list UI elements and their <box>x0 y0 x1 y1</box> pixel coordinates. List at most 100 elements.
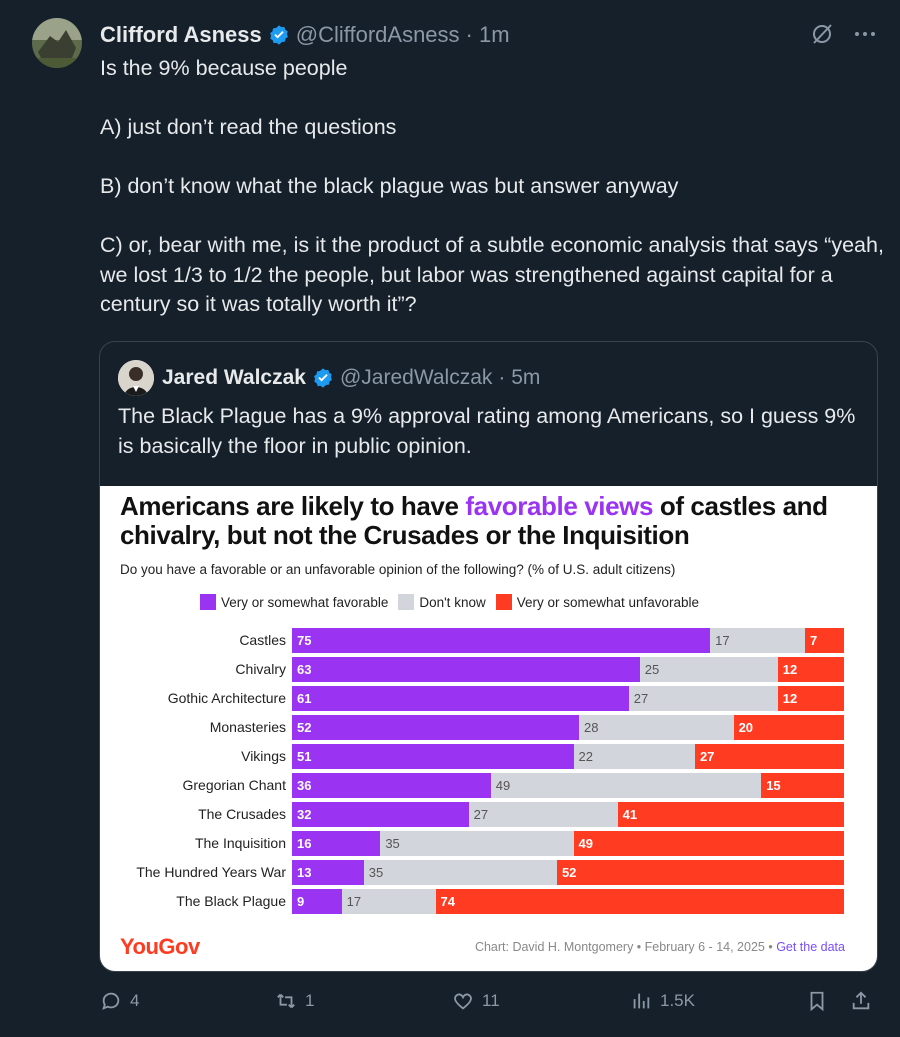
legend-label: Don't know <box>419 594 486 610</box>
data-label: 27 <box>473 807 489 822</box>
bar-segment-fav: 13 <box>292 860 364 885</box>
author-avatar[interactable] <box>32 18 82 68</box>
tweet-time[interactable]: · 1m <box>465 22 510 47</box>
data-label: 61 <box>297 691 312 706</box>
stacked-bar: 32 27 41 <box>292 802 844 827</box>
data-label: 75 <box>297 633 312 648</box>
legend-label: Very or somewhat favorable <box>221 594 389 610</box>
legend-label: Very or somewhat unfavorable <box>516 594 700 610</box>
bar-segment-dk: 28 <box>579 715 734 740</box>
tweet-actions: 4 1 11 1.5K <box>100 990 880 1020</box>
data-label: 27 <box>699 749 715 764</box>
bar-segment-dk: 35 <box>380 831 574 856</box>
bar-segment-dk: 25 <box>639 657 778 682</box>
chart-row: Gregorian Chant 36 49 15 <box>100 773 877 798</box>
data-label: 20 <box>738 720 754 735</box>
quoted-author-name: Jared Walczak <box>162 366 306 389</box>
bookmark-icon <box>810 991 824 1012</box>
chart-title-part: of castles and chivalry, but not the Cru… <box>120 491 828 550</box>
stacked-bar: 61 27 12 <box>292 686 844 711</box>
category-label: The Black Plague <box>176 893 286 909</box>
bar-segment-fav: 32 <box>292 802 469 827</box>
data-label: 51 <box>297 749 312 764</box>
stacked-bar: 63 25 12 <box>292 657 844 682</box>
data-label: 13 <box>297 865 312 880</box>
quoted-tweet-text: The Black Plague has a 9% approval ratin… <box>118 404 856 458</box>
stacked-bar: 13 35 52 <box>292 860 844 885</box>
category-label: The Crusades <box>198 806 286 822</box>
chart-title: Americans are likely to have favorable v… <box>120 492 860 550</box>
tweet-line: B) don’t know what the black plague was … <box>100 174 679 198</box>
chart-row: Monasteries 52 28 20 <box>100 715 877 740</box>
tweet-text: Is the 9% because people A) just don’t r… <box>100 54 890 320</box>
bar-segment-unf: 12 <box>777 686 844 711</box>
tweet-line: C) or, bear with me, is it the product o… <box>100 233 884 316</box>
chart-legend: Very or somewhat favorable Don't know Very… <box>200 594 709 610</box>
category-label: The Inquisition <box>194 835 286 851</box>
data-label: 12 <box>782 691 798 706</box>
repost-button[interactable]: 1 <box>275 990 314 1012</box>
category-label: Castles <box>239 632 286 648</box>
stacked-bar: 36 49 15 <box>292 773 844 798</box>
quoted-tweet-header: Jared Walczak @JaredWalczak · 5m <box>118 360 541 396</box>
legend-item: Very or somewhat unfavorable <box>495 594 700 610</box>
bar-segment-dk: 17 <box>341 889 436 914</box>
legend-item: Very or somewhat favorable <box>200 594 388 610</box>
get-the-data-link[interactable]: Get the data <box>776 940 845 954</box>
tweet-top-actions <box>810 22 876 51</box>
bar-segment-unf: 41 <box>617 802 844 827</box>
bar-segment-dk: 17 <box>710 628 805 653</box>
data-label: 15 <box>766 778 781 793</box>
share-button[interactable] <box>850 990 872 1012</box>
more-options-icon[interactable] <box>854 23 876 50</box>
bar-segment-unf: 7 <box>804 628 844 653</box>
bar-segment-unf: 74 <box>435 889 844 914</box>
stacked-bar: 75 17 7 <box>292 628 844 653</box>
category-label: The Hundred Years War <box>136 864 286 880</box>
category-label: Gothic Architecture <box>167 690 286 706</box>
chart-row: The Black Plague 9 17 74 <box>100 889 877 914</box>
chart-credit: Chart: David H. Montgomery • February 6 … <box>475 940 845 954</box>
author-handle[interactable]: @CliffordAsness <box>295 22 460 47</box>
heart-icon <box>454 993 472 1010</box>
data-label: 41 <box>622 807 638 822</box>
share-icon <box>852 991 870 1010</box>
stacked-bar: 16 35 49 <box>292 831 844 856</box>
category-label: Vikings <box>241 748 286 764</box>
data-label: 17 <box>715 633 730 648</box>
data-label: 9 <box>297 894 305 909</box>
legend-swatch <box>200 594 216 610</box>
bar-segment-unf: 12 <box>777 657 844 682</box>
bookmark-button[interactable] <box>806 990 828 1012</box>
category-label: Chivalry <box>235 661 286 677</box>
views-button[interactable]: 1.5K <box>630 990 695 1012</box>
bar-segment-fav: 9 <box>292 889 342 914</box>
bar-segment-dk: 49 <box>490 773 762 798</box>
chart-row: Vikings 51 22 27 <box>100 744 877 769</box>
bar-segment-fav: 36 <box>292 773 491 798</box>
verified-badge-icon <box>268 24 290 46</box>
quoted-tweet[interactable]: Jared Walczak @JaredWalczak · 5m The Bla… <box>99 341 878 972</box>
stacked-bar: 9 17 74 <box>292 889 844 914</box>
author-name[interactable]: Clifford Asness <box>100 22 262 47</box>
chart-row: Gothic Architecture 61 27 12 <box>100 686 877 711</box>
reply-button[interactable]: 4 <box>100 990 139 1012</box>
grok-icon[interactable] <box>810 22 834 51</box>
data-label: 28 <box>584 720 599 735</box>
quoted-author-avatar <box>118 360 154 396</box>
tweet-header: Clifford Asness @CliffordAsness · 1m <box>100 20 510 50</box>
data-label: 74 <box>440 894 455 909</box>
data-label: 35 <box>385 836 400 851</box>
data-label: 17 <box>346 894 362 909</box>
bar-segment-fav: 16 <box>292 831 381 856</box>
quoted-tweet-time: · 5m <box>498 366 541 389</box>
yougov-logo: YouGov <box>120 934 200 959</box>
chart-image[interactable]: Americans are likely to have favorable v… <box>100 486 877 971</box>
like-button[interactable]: 11 <box>452 990 500 1012</box>
data-label: 25 <box>644 662 660 677</box>
bar-segment-fav: 75 <box>292 628 711 653</box>
data-label: 52 <box>297 720 312 735</box>
data-label: 32 <box>297 807 312 822</box>
bar-segment-unf: 27 <box>694 744 844 769</box>
chart-subtitle: Do you have a favorable or an unfavorabl… <box>120 562 676 577</box>
